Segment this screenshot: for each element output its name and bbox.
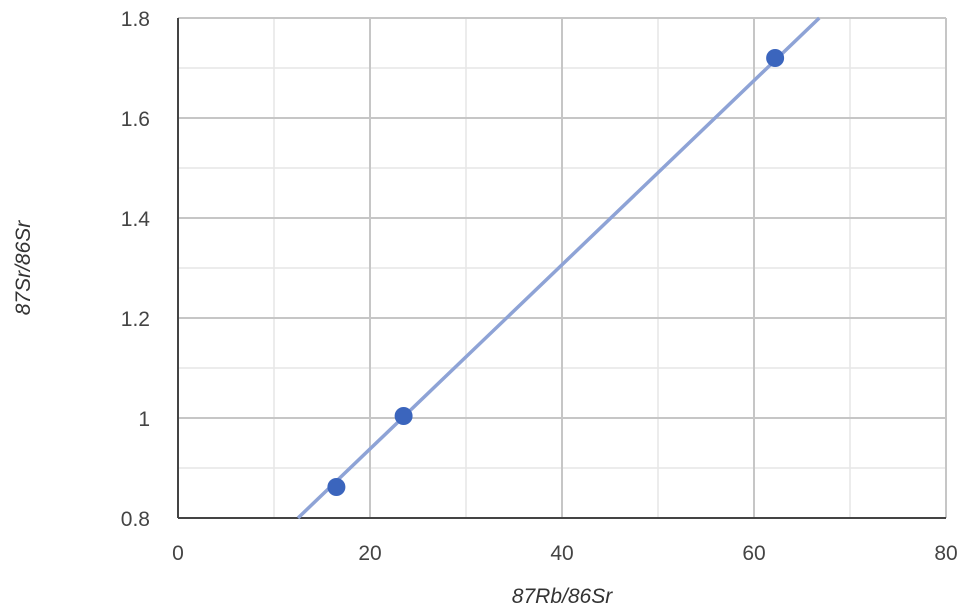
x-tick-label: 40: [550, 542, 573, 565]
x-tick-label: 0: [172, 542, 184, 565]
data-point: [394, 407, 413, 425]
x-axis-title: 87Rb/86Sr: [512, 585, 613, 608]
data-point: [327, 478, 346, 496]
axes: [177, 18, 946, 519]
y-tick-label: 1.2: [121, 308, 150, 331]
y-tick-label: 1.6: [121, 108, 150, 131]
x-tick-label: 80: [934, 542, 957, 565]
data-points: [327, 49, 785, 496]
y-tick-label: 1: [138, 408, 150, 431]
x-tick-label: 60: [742, 542, 765, 565]
y-tick-label: 1.8: [121, 8, 150, 31]
fit-line-group: [296, 16, 821, 520]
fit-line: [296, 16, 821, 520]
data-point: [766, 49, 785, 67]
y-axis-title: 87Sr/86Sr: [12, 220, 35, 316]
y-tick-labels: 0.8 1 1.2 1.4 1.6 1.8: [121, 8, 151, 531]
y-tick-label: 1.4: [121, 208, 151, 231]
x-tick-label: 20: [358, 542, 381, 565]
y-tick-label: 0.8: [121, 508, 150, 531]
x-tick-labels: 0 20 40 60 80: [172, 542, 958, 565]
